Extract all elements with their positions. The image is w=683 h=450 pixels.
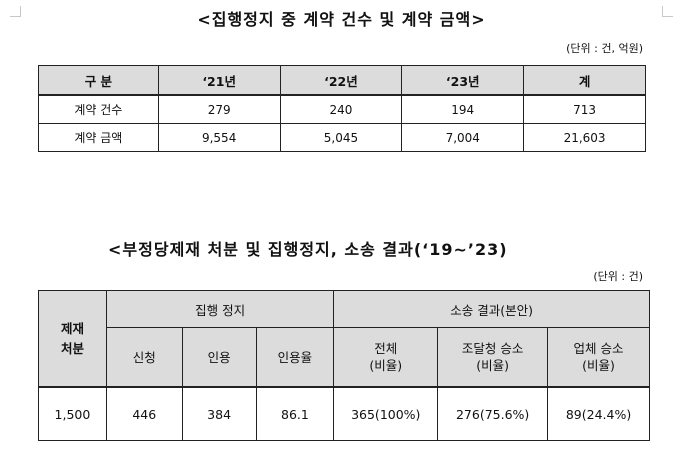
table-subheader-row: 신청 인용 인용율 전체 (비율) 조달청 승소 (비율) 업체 승소 (비율) (39, 327, 650, 388)
header-year-21: ‘21년 (157, 65, 281, 96)
header-total: 계 (523, 65, 646, 96)
table-cell: 194 (401, 94, 525, 124)
table-cell: 7,004 (401, 123, 525, 152)
table-row: 1,500 446 384 86.1 365(100%) 276(75.6%) … (38, 386, 650, 441)
table1-unit: (단위 : 건, 억원) (566, 42, 643, 55)
header-year-23: ‘23년 (401, 65, 525, 96)
header-company-win: 업체 승소 (비율) (547, 327, 650, 388)
table2-unit: (단위 : 건) (593, 270, 643, 283)
header-group-suspension: 집행 정지 (105, 290, 335, 328)
header-accepted: 인용 (181, 327, 257, 388)
table-cell: 86.1 (255, 386, 335, 441)
header-application: 신청 (105, 327, 183, 388)
header-total-ratio: 전체 (비율) (333, 327, 439, 388)
table2-title: <부정당제재 처분 및 집행정지, 소송 결과(‘19~’23) (108, 240, 508, 259)
table-cell: 713 (523, 94, 646, 124)
table-cell: 384 (181, 386, 257, 441)
table-cell: 446 (105, 386, 183, 441)
table-cell: 279 (157, 94, 281, 124)
table-header-row: 제재 처분 집행 정지 소송 결과(본안) (38, 290, 650, 388)
table-row: 계약 건수 279 240 194 713 (38, 94, 646, 124)
header-sanction: 제재 처분 (38, 290, 107, 388)
table-cell: 365(100%) (333, 386, 439, 441)
table-cell: 276(75.6%) (437, 386, 549, 441)
table-cell: 21,603 (523, 123, 646, 152)
table-cell: 9,554 (157, 123, 281, 152)
page-corner-mark-left (10, 6, 21, 17)
table-cell: 240 (279, 94, 403, 124)
header-agency-win: 조달청 승소 (비율) (437, 327, 549, 388)
header-group-lawsuit: 소송 결과(본안) (333, 290, 650, 328)
contract-table: 구 분 ‘21년 ‘22년 ‘23년 계 계약 건수 279 240 194 7… (38, 65, 646, 152)
header-year-22: ‘22년 (279, 65, 403, 96)
sanction-lawsuit-table: 제재 처분 집행 정지 소송 결과(본안) 신청 인용 인용율 전체 (비율) … (38, 290, 650, 441)
table-header-row: 구 분 ‘21년 ‘22년 ‘23년 계 (38, 65, 646, 96)
table-cell: 5,045 (279, 123, 403, 152)
page-corner-mark-right (662, 6, 673, 17)
table-cell: 1,500 (38, 386, 107, 441)
header-acceptance-rate: 인용율 (255, 327, 335, 388)
row-label-contract-count: 계약 건수 (38, 94, 159, 124)
header-category: 구 분 (38, 65, 159, 96)
table1-title: <집행정지 중 계약 건수 및 계약 금액> (197, 10, 486, 29)
row-label-contract-amount: 계약 금액 (38, 123, 159, 152)
table-row: 계약 금액 9,554 5,045 7,004 21,603 (38, 123, 646, 152)
table-cell: 89(24.4%) (547, 386, 650, 441)
